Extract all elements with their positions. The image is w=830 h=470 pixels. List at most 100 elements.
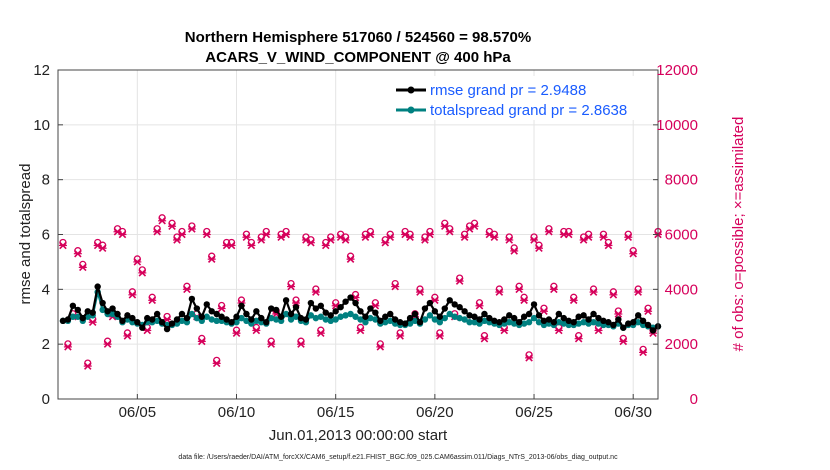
x-tick-label: 06/05	[119, 404, 157, 421]
rmse-point	[168, 320, 176, 327]
obs-assimilated-marker	[202, 230, 211, 239]
obs-assimilated-marker	[118, 230, 127, 239]
obs-assimilated-marker	[629, 249, 638, 258]
rmse-point	[461, 308, 468, 315]
rmse-point	[382, 313, 389, 320]
rmse-point	[426, 299, 434, 307]
rmse-point	[213, 310, 220, 318]
obs-assimilated-marker	[356, 326, 365, 335]
rmse-point	[387, 310, 394, 318]
totalspread-point	[208, 316, 215, 323]
rmse-point	[149, 316, 156, 323]
left-tick-label: 2	[42, 336, 50, 353]
rmse-point	[555, 310, 563, 318]
legend-spread-label: totalspread grand pr = 2.8638	[430, 102, 627, 119]
obs-assimilated-marker	[341, 236, 350, 244]
obs-assimilated-marker	[594, 326, 603, 335]
rmse-point	[178, 310, 186, 318]
x-tick-label: 06/20	[416, 404, 454, 421]
totalspread-point	[332, 316, 339, 323]
rmse-point	[357, 308, 364, 315]
rmse-point	[268, 305, 275, 312]
totalspread-point	[431, 316, 439, 323]
rmse-point	[144, 314, 151, 322]
rmse-point	[471, 313, 478, 320]
obs-assimilated-marker	[103, 340, 112, 348]
rmse-point	[570, 319, 577, 326]
rmse-point	[575, 313, 582, 320]
rmse-point	[506, 312, 513, 319]
rmse-point	[228, 319, 235, 326]
rmse-point	[129, 314, 136, 322]
totalspread-point	[421, 316, 429, 323]
totalspread-point	[387, 317, 394, 325]
rmse-point	[520, 313, 528, 320]
rmse-point	[431, 308, 439, 315]
right-axis-ticks: 0 2000 4000 6000 8000 10000 12000	[653, 62, 698, 408]
rmse-point	[322, 309, 329, 316]
obs-assimilated-marker	[212, 359, 221, 368]
rmse-point	[119, 317, 126, 325]
rmse-point	[644, 321, 652, 329]
obs-assimilated-marker	[58, 241, 67, 250]
obs-assimilated-marker	[128, 291, 137, 299]
totalspread-point	[233, 319, 240, 326]
x-tick-label: 06/10	[218, 404, 256, 421]
obs-assimilated-marker	[148, 296, 157, 305]
rmse-point	[193, 305, 201, 312]
rmse-point	[272, 306, 280, 314]
rmse-point	[104, 308, 111, 315]
obs-assimilated-marker	[425, 230, 434, 239]
obs-assimilated-marker	[505, 236, 514, 244]
left-tick-label: 12	[33, 62, 50, 79]
rmse-point	[595, 314, 602, 322]
obs-assimilated-marker	[123, 332, 132, 340]
left-axis-ticks: 0 2 4 6 8 10 12	[33, 62, 63, 408]
totalspread-point	[367, 314, 374, 322]
rmse-point	[79, 314, 86, 322]
rmse-point	[109, 305, 116, 312]
obs-assimilated-marker	[262, 230, 271, 239]
rmse-point	[248, 316, 255, 323]
obs-assimilated-marker	[460, 233, 469, 242]
rmse-point	[560, 314, 567, 322]
obs-assimilated-marker	[396, 332, 405, 340]
obs-assimilated-marker	[480, 334, 489, 343]
rmse-point	[134, 319, 141, 326]
rmse-point	[233, 313, 240, 320]
rmse-point	[94, 283, 101, 290]
obs-assimilated-marker	[470, 222, 479, 231]
obs-assimilated-marker	[98, 244, 107, 252]
obs-assimilated-marker	[138, 269, 147, 277]
totalspread-point	[342, 312, 349, 319]
totalspread-point	[337, 313, 344, 320]
totalspread-point	[357, 316, 364, 323]
totalspread-point	[456, 314, 463, 322]
totalspread-point	[327, 317, 334, 325]
obs-assimilated-marker	[83, 362, 92, 370]
rmse-point	[218, 313, 225, 320]
rmse-point	[585, 316, 592, 323]
totalspread-point	[634, 319, 642, 326]
rmse-point	[367, 305, 374, 312]
x-tick-label: 06/25	[515, 404, 553, 421]
obs-assimilated-marker	[306, 238, 315, 247]
right-tick-label: 0	[690, 391, 698, 408]
obs-assimilated-marker	[525, 354, 534, 362]
rmse-point	[446, 297, 453, 304]
obs-assimilated-marker	[346, 255, 355, 263]
totalspread-point	[74, 313, 82, 320]
totalspread-point	[153, 317, 161, 325]
rmse-point	[277, 313, 285, 320]
rmse-point	[69, 302, 77, 309]
rmse-point	[401, 320, 409, 327]
obs-assimilated-marker	[634, 288, 643, 296]
right-tick-label: 10000	[656, 117, 698, 134]
rmse-point	[114, 310, 121, 318]
left-tick-label: 0	[42, 391, 50, 408]
obs-assimilated-marker	[644, 307, 653, 316]
totalspread-point	[362, 319, 369, 326]
totalspread-point	[69, 313, 77, 320]
rmse-point	[124, 312, 131, 319]
right-tick-label: 6000	[665, 227, 698, 244]
